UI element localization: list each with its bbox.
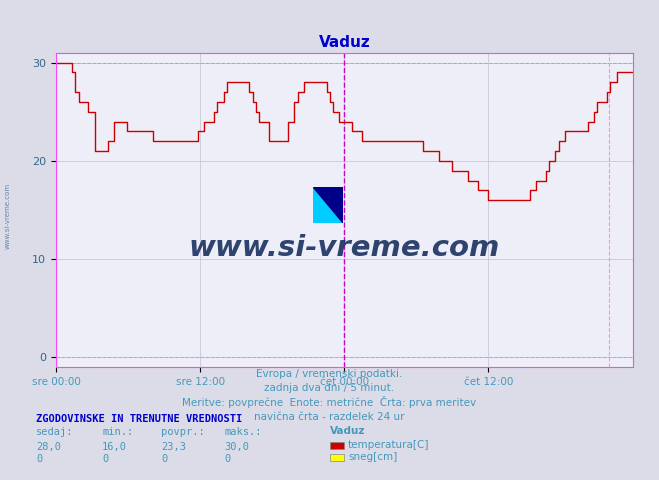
Polygon shape	[313, 187, 343, 223]
Text: Evropa / vremenski podatki.: Evropa / vremenski podatki.	[256, 369, 403, 379]
Text: temperatura[C]: temperatura[C]	[348, 440, 430, 450]
Text: 0: 0	[224, 454, 230, 464]
Text: Meritve: povprečne  Enote: metrične  Črta: prva meritev: Meritve: povprečne Enote: metrične Črta:…	[183, 396, 476, 408]
Text: 30,0: 30,0	[224, 442, 249, 452]
Text: povpr.:: povpr.:	[161, 427, 205, 437]
Text: 28,0: 28,0	[36, 442, 61, 452]
Polygon shape	[313, 187, 343, 223]
Text: zadnja dva dni / 5 minut.: zadnja dva dni / 5 minut.	[264, 383, 395, 393]
Title: Vaduz: Vaduz	[318, 35, 370, 50]
Text: 16,0: 16,0	[102, 442, 127, 452]
Text: www.si-vreme.com: www.si-vreme.com	[5, 183, 11, 249]
Text: 0: 0	[36, 454, 42, 464]
Text: 23,3: 23,3	[161, 442, 186, 452]
Text: www.si-vreme.com: www.si-vreme.com	[188, 234, 500, 262]
Text: 0: 0	[161, 454, 167, 464]
Text: ZGODOVINSKE IN TRENUTNE VREDNOSTI: ZGODOVINSKE IN TRENUTNE VREDNOSTI	[36, 414, 243, 424]
Text: 0: 0	[102, 454, 108, 464]
Text: sedaj:: sedaj:	[36, 427, 74, 437]
Text: maks.:: maks.:	[224, 427, 262, 437]
Text: Vaduz: Vaduz	[330, 426, 365, 436]
Text: navična črta - razdelek 24 ur: navična črta - razdelek 24 ur	[254, 412, 405, 422]
Text: sneg[cm]: sneg[cm]	[348, 452, 397, 462]
Text: min.:: min.:	[102, 427, 133, 437]
